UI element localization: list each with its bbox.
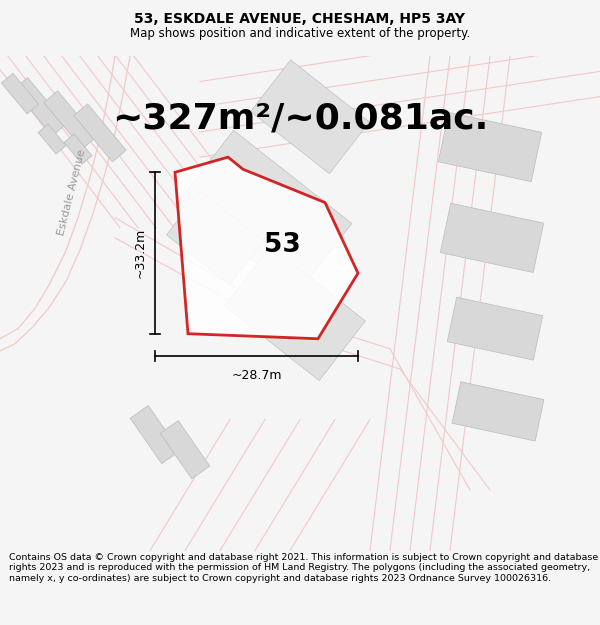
Text: 53, ESKDALE AVENUE, CHESHAM, HP5 3AY: 53, ESKDALE AVENUE, CHESHAM, HP5 3AY <box>134 12 466 26</box>
Polygon shape <box>440 203 544 272</box>
Polygon shape <box>38 124 66 154</box>
Polygon shape <box>14 78 66 136</box>
Text: 53: 53 <box>264 232 301 258</box>
Polygon shape <box>224 246 365 381</box>
Polygon shape <box>175 157 358 339</box>
Polygon shape <box>452 382 544 441</box>
Text: Map shows position and indicative extent of the property.: Map shows position and indicative extent… <box>130 27 470 39</box>
Polygon shape <box>44 91 96 149</box>
Text: ~33.2m: ~33.2m <box>134 228 147 278</box>
Polygon shape <box>178 130 352 295</box>
Polygon shape <box>167 191 263 284</box>
Text: ~28.7m: ~28.7m <box>231 369 282 382</box>
Polygon shape <box>130 406 180 464</box>
Text: ~327m²/~0.081ac.: ~327m²/~0.081ac. <box>112 102 488 136</box>
Text: Eskdale Avenue: Eskdale Avenue <box>56 148 88 236</box>
Polygon shape <box>439 112 542 182</box>
Polygon shape <box>160 421 210 479</box>
Polygon shape <box>251 60 370 174</box>
Polygon shape <box>1 73 38 114</box>
Polygon shape <box>74 104 126 162</box>
Text: Contains OS data © Crown copyright and database right 2021. This information is : Contains OS data © Crown copyright and d… <box>9 552 598 582</box>
Polygon shape <box>447 298 543 360</box>
Polygon shape <box>64 134 92 164</box>
